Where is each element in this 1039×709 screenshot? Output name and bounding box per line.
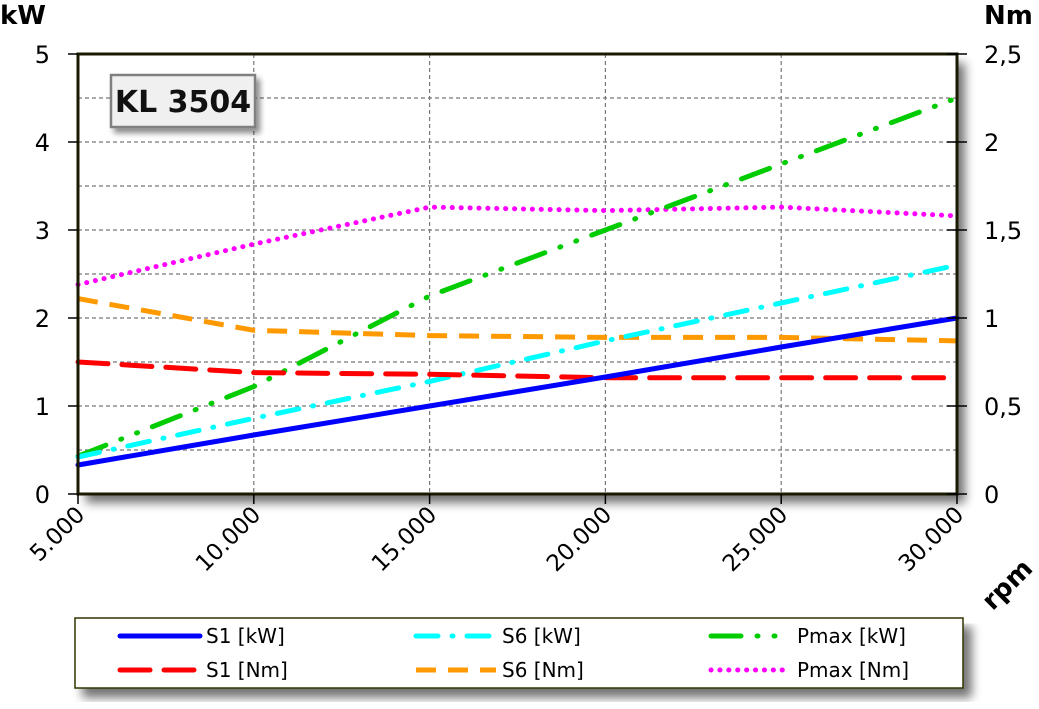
y-right-tick-5: 2,5 <box>984 41 1022 69</box>
y-right-tick-0: 0 <box>984 481 999 509</box>
x-axis-unit-label: rpm <box>976 554 1039 617</box>
model-title-box: KL 3504 <box>109 73 257 129</box>
pmax-nm-line <box>75 204 960 288</box>
legend-label: S1 [Nm] <box>206 658 288 682</box>
legend-label: Pmax [kW] <box>797 624 906 648</box>
y-left-tick-1: 1 <box>35 393 50 421</box>
y-right-tick-1: 0,5 <box>984 393 1022 421</box>
s6-kw-line <box>75 262 960 460</box>
pmax-kw-line <box>75 95 960 459</box>
y-right-tick-4: 2 <box>984 129 999 157</box>
right-axis-unit-label: Nm <box>984 1 1033 31</box>
s1-kw-line <box>75 315 960 468</box>
x-tick-1: 10.000 <box>191 502 266 577</box>
series-layer <box>75 95 960 468</box>
model-title: KL 3504 <box>115 85 251 120</box>
x-tick-3: 20.000 <box>542 502 617 577</box>
legend-label: S1 [kW] <box>206 624 285 648</box>
y-left-tick-0: 0 <box>35 481 50 509</box>
y-right-tick-3: 1,5 <box>984 217 1022 245</box>
left-axis-unit-label: kW <box>0 1 46 31</box>
legend-label: S6 [kW] <box>502 624 581 648</box>
right-y-axis: 0 0,5 1 1,5 2 2,5 <box>984 41 1022 509</box>
legend-item-s6-kw: S6 [kW] <box>413 624 581 648</box>
legend-item-s1-nm: S1 [Nm] <box>117 658 288 682</box>
x-tick-5: 30.000 <box>894 502 969 577</box>
x-tick-0: 5.000 <box>25 502 90 567</box>
y-right-tick-2: 1 <box>984 305 999 333</box>
y-left-tick-3: 3 <box>35 217 50 245</box>
legend-label: S6 [Nm] <box>502 658 584 682</box>
legend-item-pmax-nm: Pmax [Nm] <box>708 658 909 682</box>
plot-border <box>76 52 959 496</box>
s1-nm-line <box>75 359 960 381</box>
legend-item-pmax-kw: Pmax [kW] <box>708 624 906 648</box>
legend-label: Pmax [Nm] <box>797 658 909 682</box>
x-tick-4: 25.000 <box>718 502 793 577</box>
legend-item-s1-kw: S1 [kW] <box>117 624 285 648</box>
x-tick-2: 15.000 <box>367 502 442 577</box>
y-left-tick-2: 2 <box>35 305 50 333</box>
legend-item-s6-nm: S6 [Nm] <box>416 658 584 682</box>
y-left-tick-4: 4 <box>35 129 50 157</box>
y-left-tick-5: 5 <box>35 41 50 69</box>
x-axis: 5.000 10.000 15.000 20.000 25.000 30.000… <box>25 502 1039 616</box>
axis-ticks <box>68 53 967 504</box>
left-y-axis: 0 1 2 3 4 5 <box>35 41 50 509</box>
legend: S1 [kW] S6 [kW] Pmax [kW] S1 [Nm] S6 [Nm] Pma… <box>74 617 964 689</box>
